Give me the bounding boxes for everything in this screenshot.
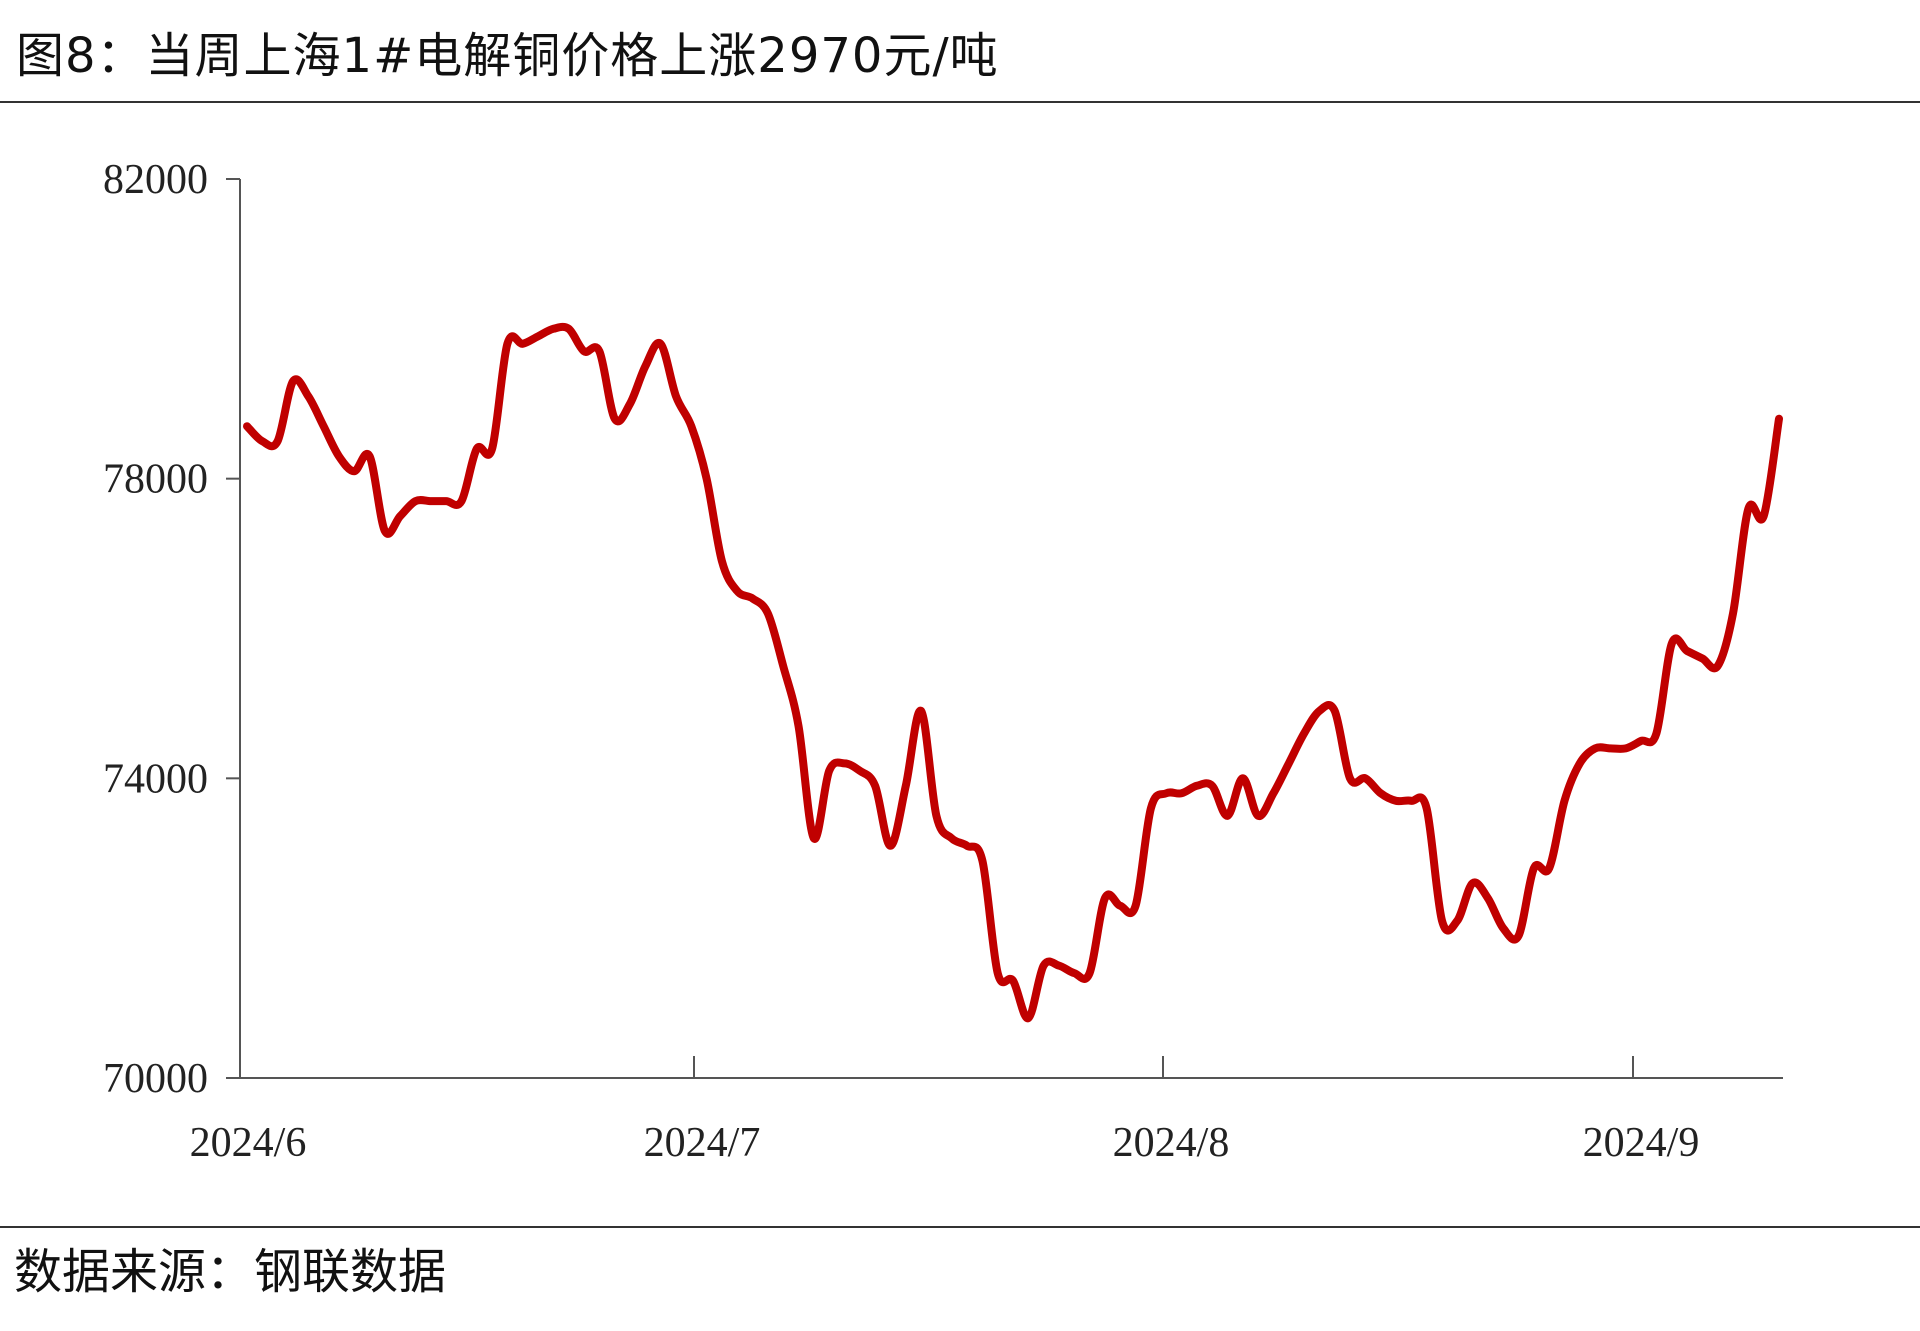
x-tick-label: 2024/9 — [1583, 1120, 1700, 1166]
data-source-note: 数据来源：钢联数据 — [14, 1244, 447, 1300]
y-tick-label: 82000 — [103, 157, 208, 203]
chart-title: 图8：当周上海1#电解铜价格上涨2970元/吨 — [16, 28, 999, 84]
bottom-divider — [0, 1226, 1920, 1228]
y-axis-ticks: 70000 74000 78000 82000 — [103, 157, 240, 1102]
top-divider — [0, 101, 1920, 103]
x-tick-label: 2024/6 — [190, 1120, 307, 1166]
x-axis-ticks: 2024/6 2024/7 2024/8 2024/9 — [190, 1056, 1700, 1166]
y-tick-label: 70000 — [103, 1056, 208, 1102]
y-tick-label: 74000 — [103, 756, 208, 802]
chart-axes — [239, 179, 1783, 1079]
x-tick-label: 2024/8 — [1113, 1120, 1230, 1166]
copper-price-series-line — [243, 322, 1783, 1023]
x-tick-label: 2024/7 — [644, 1120, 761, 1166]
y-tick-label: 78000 — [103, 457, 208, 503]
series-lines — [243, 322, 1783, 1023]
